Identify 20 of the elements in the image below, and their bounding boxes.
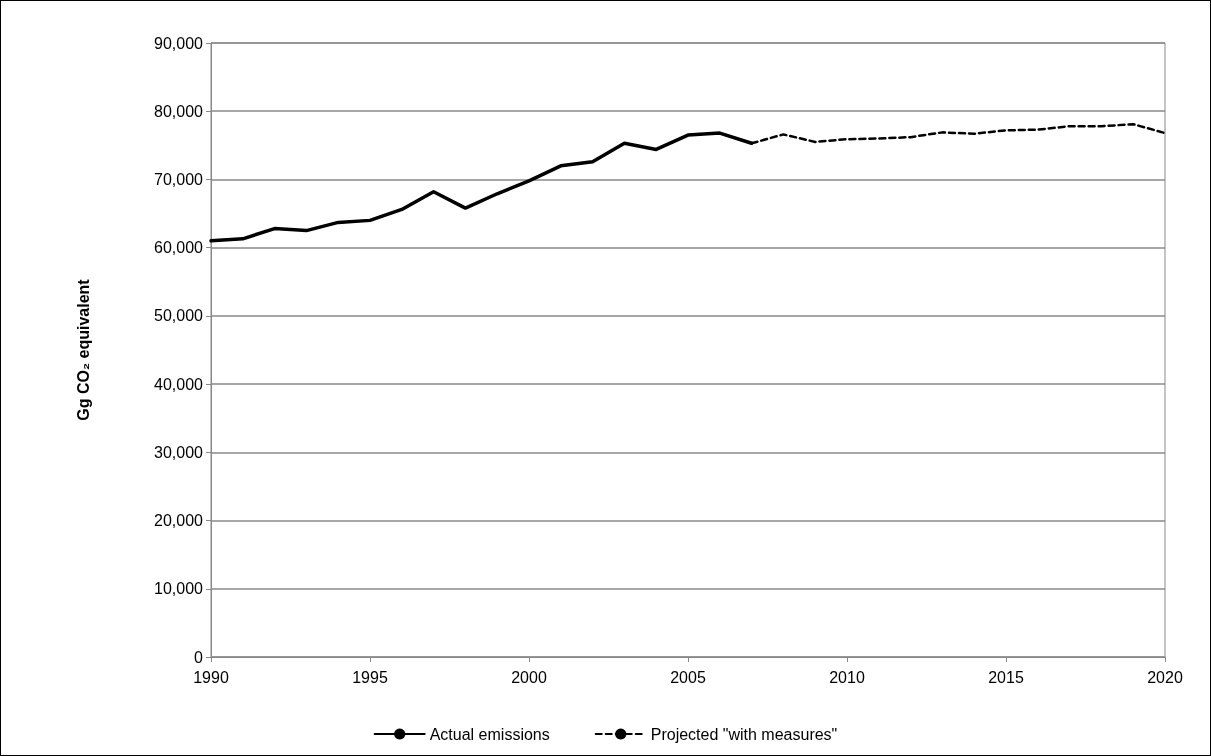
x-tick-label: 2005 <box>670 668 706 686</box>
x-tick-label: 2015 <box>988 668 1024 686</box>
y-axis-title: Gg CO₂ equivalent <box>74 278 92 421</box>
x-tick-label: 2000 <box>511 668 547 686</box>
y-tick-label: 10,000 <box>154 580 204 598</box>
x-tick-label: 1995 <box>352 668 388 686</box>
y-tick-label: 80,000 <box>154 102 204 120</box>
x-tick-label: 2010 <box>829 668 865 686</box>
y-tick-label: 90,000 <box>154 34 204 52</box>
x-tick-label: 2020 <box>1147 668 1183 686</box>
legend-label: Projected "with measures" <box>650 725 838 743</box>
y-tick-label: 20,000 <box>154 512 204 530</box>
legend-label: Actual emissions <box>429 725 550 743</box>
y-tick-label: 0 <box>194 648 204 666</box>
y-tick-label: 30,000 <box>154 443 204 461</box>
y-tick-label: 70,000 <box>154 170 204 188</box>
y-tick-label: 60,000 <box>154 239 204 257</box>
y-tick-label: 50,000 <box>154 307 204 325</box>
y-tick-label: 40,000 <box>154 375 204 393</box>
x-tick-label: 1990 <box>193 668 229 686</box>
